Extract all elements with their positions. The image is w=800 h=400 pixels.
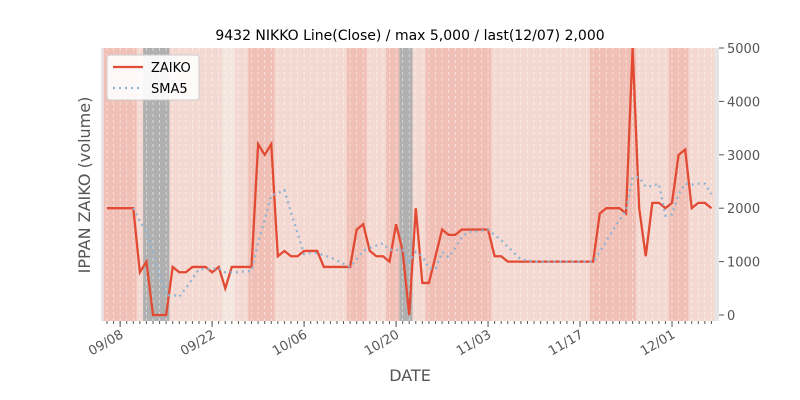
band-high <box>248 48 275 321</box>
x-tick-label: 11/03 <box>454 327 494 359</box>
band-high <box>346 48 367 321</box>
y-tick-label: 2000 <box>727 202 760 217</box>
y-tick-label: 5000 <box>727 42 760 57</box>
x-tick-label: 11/17 <box>546 327 586 359</box>
y-tick-label: 1000 <box>727 256 760 271</box>
band-high <box>425 48 492 321</box>
band-high <box>668 48 689 321</box>
y-tick-label: 3000 <box>727 149 760 164</box>
x-tick-label: 10/20 <box>362 327 402 359</box>
x-axis-label: DATE <box>389 366 431 385</box>
y-axis-label: IPPAN ZAIKO (volume) <box>75 97 94 274</box>
legend-zaiko-label: ZAIKO <box>151 61 191 76</box>
x-tick-label: 09/22 <box>178 327 218 359</box>
chart-title: 9432 NIKKO Line(Close) / max 5,000 / las… <box>215 28 604 44</box>
y-tick-label: 4000 <box>727 95 760 110</box>
legend-sma5-label: SMA5 <box>151 82 188 97</box>
x-tick-label: 09/08 <box>86 327 126 359</box>
band-high <box>386 48 400 321</box>
band-high <box>589 48 636 321</box>
x-tick-label: 10/06 <box>270 327 310 359</box>
x-tick-label: 12/01 <box>638 327 678 359</box>
y-tick-label: 0 <box>727 309 735 324</box>
